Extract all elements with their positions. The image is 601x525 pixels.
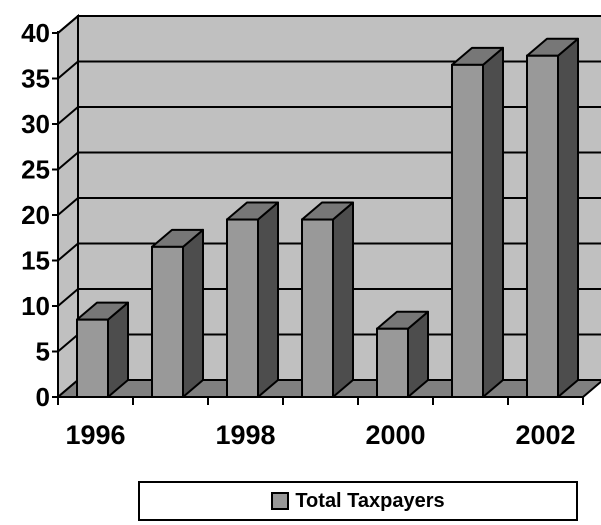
bar (76, 301, 129, 398)
y-tick-label: 20 (21, 200, 50, 230)
square-swatch-icon (271, 492, 290, 510)
y-tick-label: 15 (21, 246, 50, 276)
y-axis-ticks: 0 5 10 15 20 25 30 35 40 (21, 18, 58, 412)
y-tick-label: 5 (36, 337, 50, 367)
y-tick-label: 25 (21, 155, 50, 185)
y-tick-label: 10 (21, 291, 50, 321)
legend-label: Total Taxpayers (295, 489, 445, 512)
gridline (57, 242, 601, 262)
bar (451, 46, 504, 398)
x-axis-ticks: 1996 1998 2000 2002 (57, 397, 584, 450)
bar-side (557, 37, 579, 398)
y-tick-label: 40 (21, 18, 50, 48)
x-tick-label: 2002 (515, 420, 575, 450)
bar (526, 37, 579, 398)
gridline (57, 151, 601, 171)
gridline (57, 288, 601, 307)
bar-front (376, 327, 409, 398)
legend: Total Taxpayers (138, 481, 578, 521)
y-tick-label: 30 (21, 109, 50, 139)
y-tick-label: 35 (21, 64, 50, 94)
x-tick-label: 2000 (365, 420, 425, 450)
bar (376, 310, 429, 398)
x-tick-label: 1996 (65, 420, 125, 450)
bar (226, 201, 279, 398)
bar-front (226, 218, 259, 398)
bar-side (332, 201, 354, 398)
bar-front (301, 218, 334, 398)
y-tick-label: 0 (36, 382, 50, 412)
gridline (57, 106, 601, 125)
bar-front (451, 63, 484, 398)
bar-side (182, 228, 204, 398)
gridline (57, 60, 601, 80)
bar-side (257, 201, 279, 398)
bar-front (151, 245, 184, 398)
bars (76, 37, 579, 398)
bar-front (526, 54, 559, 398)
bar (151, 228, 204, 398)
bar-front (76, 318, 109, 398)
gridline (57, 197, 601, 216)
x-tick-label: 1998 (215, 420, 275, 450)
bar (301, 201, 354, 398)
gridline (57, 15, 601, 34)
bar-side (482, 46, 504, 398)
